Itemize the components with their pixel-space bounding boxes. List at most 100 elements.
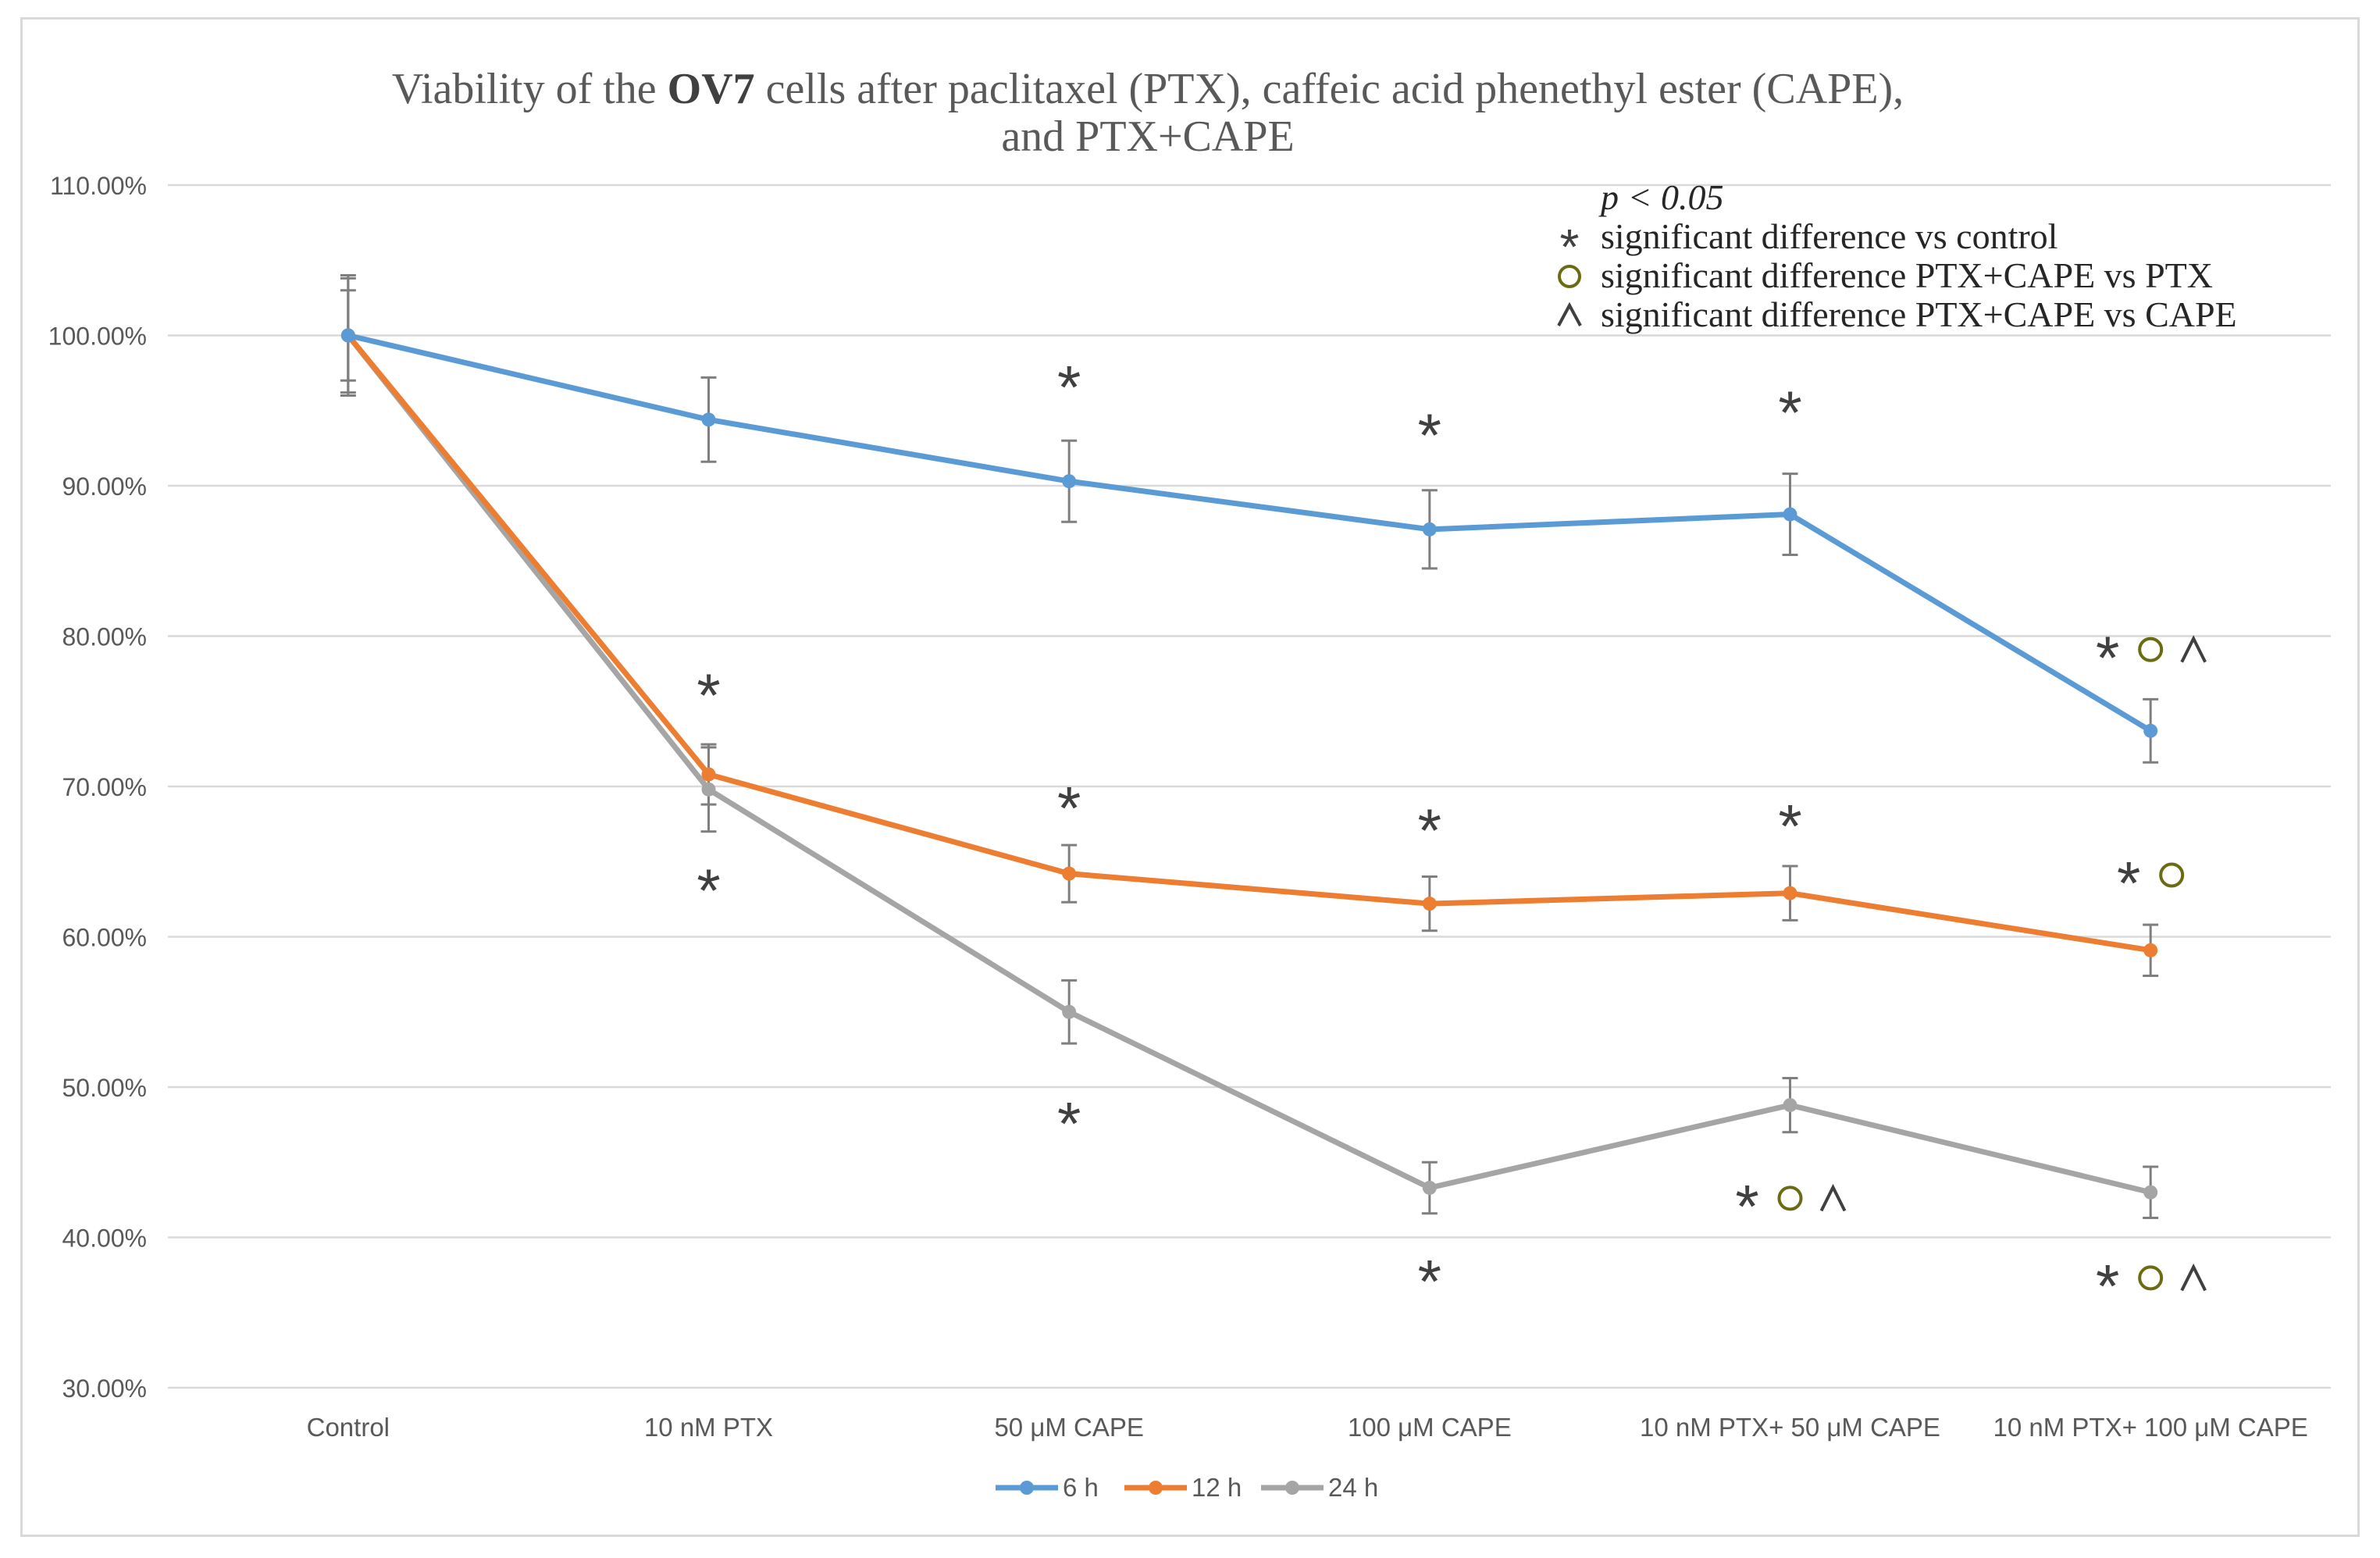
annotation-line: significant difference PTX+CAPE vs CAPE [1557, 294, 2237, 334]
x-axis-categories: Control 10 nM PTX 50 μM CAPE 100 μM CAPE 10 … [307, 1413, 2308, 1442]
chart-title-part3: cells after paclitaxel (PTX), caffeic ac… [755, 65, 1904, 113]
star-marker: * [1418, 1247, 1441, 1316]
y-tick-label: 100.00% [48, 323, 147, 351]
data-point [1422, 522, 1437, 537]
data-point [2143, 943, 2158, 957]
star-marker: * [1057, 1089, 1081, 1158]
significance-marker: * [1057, 352, 1081, 421]
significance-marker: * [2096, 623, 2207, 692]
x-category-label: 10 nM PTX [644, 1413, 773, 1442]
significance-marker: * [1057, 1089, 1081, 1158]
chart-frame [20, 17, 2360, 1537]
x-category-label: 50 μM CAPE [994, 1413, 1143, 1442]
series-line-24h [346, 333, 2151, 1196]
star-marker: * [1735, 1171, 1758, 1240]
p-value-label: p < 0.05 [1598, 177, 1724, 217]
data-point [2143, 723, 2158, 738]
annotation-text: significant difference vs control [1601, 216, 2058, 256]
data-point [701, 767, 716, 782]
series-line-12h [346, 333, 2151, 954]
annotation-line: * significant difference vs control [1560, 216, 2058, 275]
data-point [1422, 897, 1437, 911]
chart-title-line2: and PTX+CAPE [1001, 112, 1294, 161]
circle-marker [2159, 862, 2185, 888]
series-line-6h [347, 333, 2152, 733]
data-point [1783, 1098, 1797, 1113]
star-marker: * [2096, 623, 2119, 692]
significance-marker: * [2096, 1251, 2207, 1320]
chart-title-part1: Viability of the [392, 65, 668, 113]
x-category-label: 10 nM PTX+ 100 μM CAPE [1993, 1413, 2308, 1442]
star-marker: * [2096, 1251, 2119, 1320]
y-tick-label: 70.00% [62, 773, 147, 801]
data-point [1062, 1004, 1077, 1019]
caret-marker [1819, 1183, 1847, 1212]
caret-marker [2180, 1263, 2207, 1292]
legend-label: 12 h [1192, 1473, 1242, 1502]
annotation-box: p < 0.05 * significant difference vs cont… [1557, 177, 2237, 334]
circle-marker [1777, 1185, 1803, 1211]
x-category-label: 10 nM PTX+ 50 μM CAPE [1640, 1413, 1940, 1442]
caret-marker [2180, 635, 2207, 663]
star-marker: * [1418, 401, 1441, 469]
series-lines [340, 328, 2158, 1200]
legend-label: 6 h [1063, 1473, 1099, 1502]
y-tick-label: 110.00% [50, 172, 147, 200]
significance-marker: * [2117, 849, 2185, 918]
data-point [1783, 507, 1797, 522]
chart-title-cell-line: OV7 [668, 65, 755, 113]
significance-marker: * [1778, 791, 1801, 860]
significance-marker: * [1735, 1171, 1847, 1240]
legend-entry: 6 h [996, 1473, 1099, 1502]
significance-markers: * * * * * * * * * * * * * * [697, 352, 2207, 1320]
data-point [2143, 1185, 2158, 1200]
star-marker: * [2117, 849, 2140, 918]
y-tick-label: 60.00% [62, 924, 147, 952]
legend-swatch-point [1149, 1481, 1163, 1495]
significance-marker: * [1418, 1247, 1441, 1316]
legend-label: 24 h [1328, 1473, 1378, 1502]
legend-entry: 24 h [1261, 1473, 1378, 1502]
significance-marker: * [1418, 401, 1441, 469]
annotation-text: significant difference PTX+CAPE vs CAPE [1601, 294, 2237, 334]
data-point [1062, 474, 1077, 489]
data-point [1783, 886, 1797, 900]
legend-entry: 12 h [1124, 1473, 1242, 1502]
y-tick-label: 90.00% [62, 472, 147, 501]
significance-marker: * [1778, 378, 1801, 447]
annotation-caret [1557, 301, 1582, 326]
significance-marker: * [1057, 773, 1081, 842]
data-point [340, 328, 355, 343]
significance-marker: * [697, 661, 720, 729]
data-point [701, 412, 716, 427]
significance-marker: * [697, 856, 720, 925]
gridlines [168, 184, 2331, 1389]
series-legend: 6 h 12 h 24 h [996, 1473, 1378, 1502]
circle-marker [2138, 1265, 2164, 1291]
star-marker: * [1778, 378, 1801, 447]
y-axis-ticks: 30.00% 40.00% 50.00% 60.00% 70.00% 80.00% 90.0… [48, 172, 147, 1403]
data-point [1062, 866, 1077, 881]
y-tick-label: 80.00% [62, 623, 147, 651]
annotation-text: significant difference PTX+CAPE vs PTX [1601, 255, 2213, 295]
star-marker: * [1778, 791, 1801, 860]
star-marker: * [1057, 773, 1081, 842]
y-tick-label: 50.00% [62, 1074, 147, 1102]
annotation-circle [1558, 265, 1581, 288]
star-marker: * [1418, 796, 1441, 865]
y-tick-label: 30.00% [62, 1374, 147, 1403]
star-marker: * [697, 856, 720, 925]
circle-marker [2138, 636, 2164, 662]
chart-title-line1: Viability of the OV7 cells after paclita… [392, 65, 1904, 113]
star-marker: * [1057, 352, 1081, 421]
legend-swatch-point [1285, 1481, 1299, 1495]
error-bars [340, 274, 2159, 1219]
data-point [701, 782, 716, 797]
y-tick-label: 40.00% [62, 1225, 147, 1253]
data-point [1422, 1180, 1437, 1195]
annotation-line: significant difference PTX+CAPE vs PTX [1558, 255, 2213, 295]
significance-marker: * [1418, 796, 1441, 865]
star-marker: * [697, 661, 720, 729]
x-category-label: 100 μM CAPE [1348, 1413, 1512, 1442]
